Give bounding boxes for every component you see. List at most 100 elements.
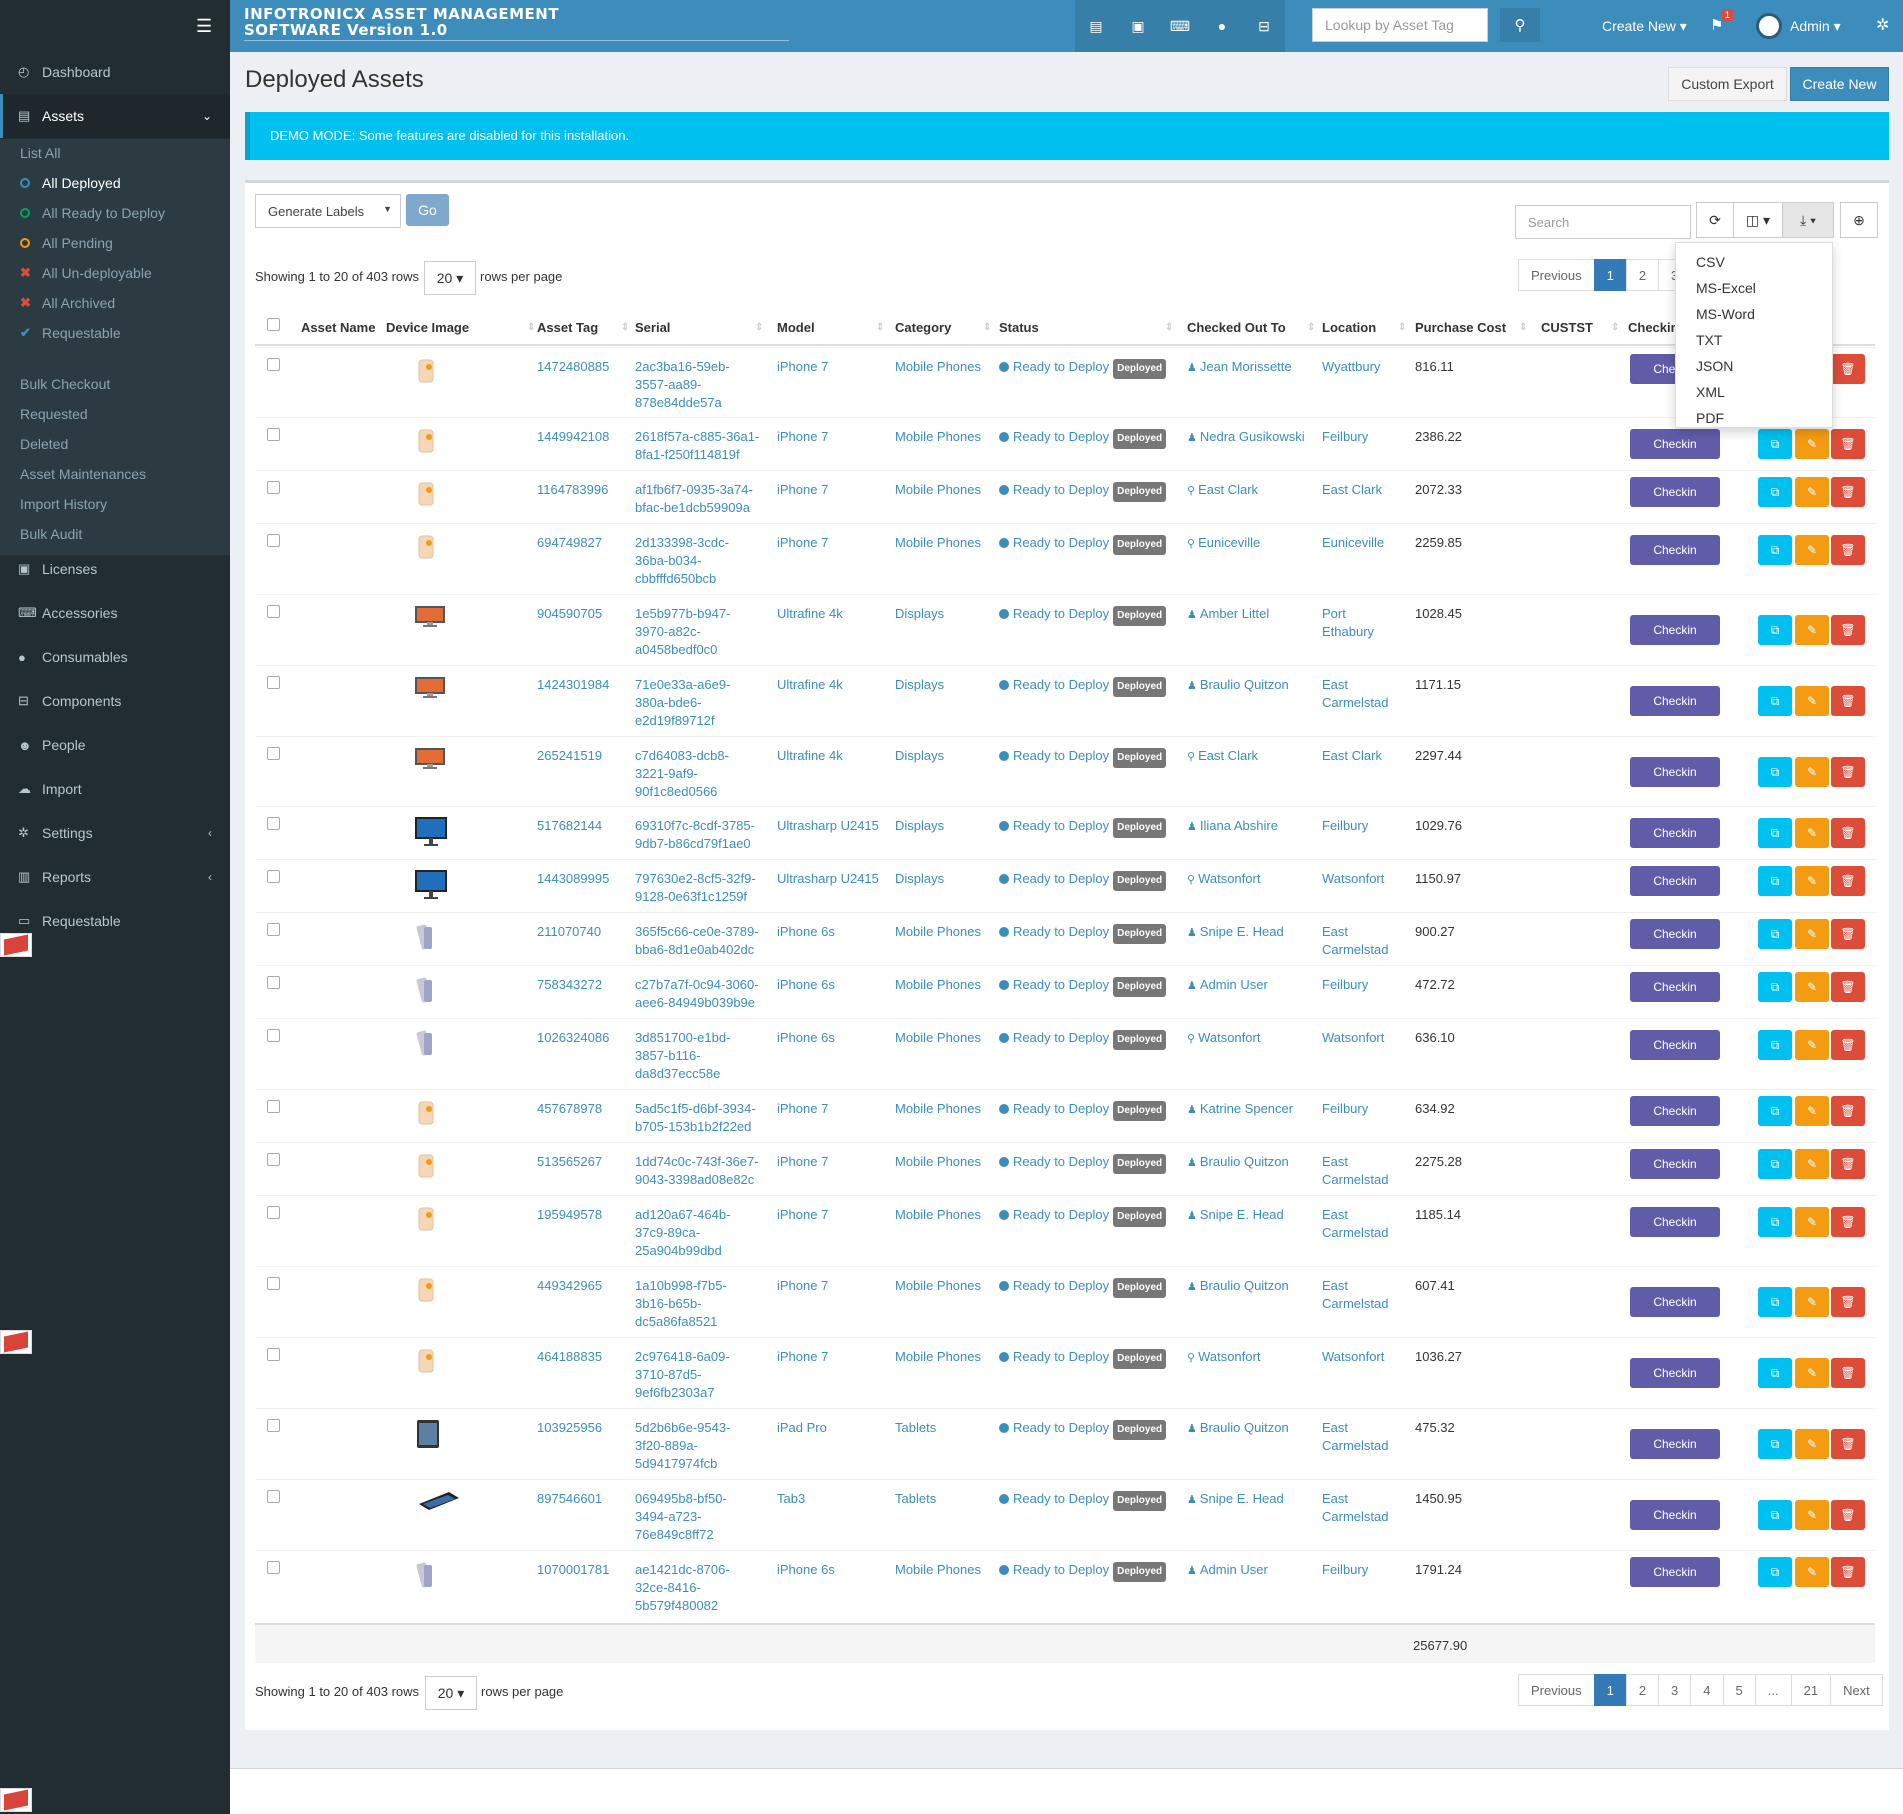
page-button[interactable]: 1 — [1593, 259, 1627, 291]
clone-icon[interactable]: ⧉ — [1758, 972, 1792, 1002]
sidebar-item-import[interactable]: ☁ Import — [0, 767, 230, 811]
location-link[interactable]: East Carmelstad — [1322, 1490, 1388, 1526]
model-link[interactable]: iPhone 6s — [777, 1562, 835, 1577]
clone-icon[interactable]: ⧉ — [1758, 615, 1792, 645]
edit-pencil-icon[interactable]: ✎ — [1795, 1149, 1829, 1179]
sidebar-item-accessories[interactable]: ⌨ Accessories — [0, 591, 230, 635]
model-link[interactable]: Tab3 — [777, 1491, 806, 1506]
refresh-icon[interactable]: ⟳ — [1696, 202, 1734, 238]
checked-out-to-link[interactable]: ♟ Nedra Gusikowski — [1187, 428, 1305, 447]
status-cell[interactable]: Ready to Deploy Deployed — [999, 976, 1167, 997]
model-link[interactable]: iPhone 6s — [777, 977, 835, 992]
category-link[interactable]: Mobile Phones — [895, 1101, 981, 1116]
serial-link[interactable]: 69310f7c-8cdf-3785- 9db7-b86cd79f1ae0 — [635, 817, 765, 853]
checked-out-to-link[interactable]: ♟ Snipe E. Head — [1187, 1206, 1284, 1225]
rows-per-page-select-bottom[interactable]: 20 ▾ — [425, 1676, 477, 1710]
device-image[interactable] — [415, 534, 437, 563]
row-checkbox[interactable] — [267, 870, 280, 883]
asset-tag-link[interactable]: 897546601 — [537, 1491, 603, 1506]
location-link[interactable]: East Carmelstad — [1322, 1153, 1388, 1189]
clone-icon[interactable]: ⧉ — [1758, 686, 1792, 716]
device-image[interactable] — [415, 747, 445, 772]
row-checkbox[interactable] — [267, 1100, 280, 1113]
column-header-purchase-cost[interactable]: Purchase Cost — [1415, 320, 1507, 335]
model-link[interactable]: iPhone 6s — [777, 1030, 835, 1045]
trash-icon[interactable]: 🗑 — [1831, 919, 1865, 949]
model-link[interactable]: iPhone 7 — [777, 535, 829, 550]
serial-link[interactable]: ad120a67-464b- 37c9-89ca- 25a904b99dbd — [635, 1206, 765, 1260]
next-page-button[interactable]: Next — [1830, 1674, 1883, 1706]
category-link[interactable]: Mobile Phones — [895, 1207, 981, 1222]
page-button[interactable]: 2 — [1625, 1674, 1660, 1706]
trash-icon[interactable]: 🗑 — [1831, 757, 1865, 787]
export-option-pdf[interactable]: PDF — [1696, 410, 1724, 426]
edit-pencil-icon[interactable]: ✎ — [1795, 1429, 1829, 1459]
checkin-button[interactable]: Checkin — [1630, 919, 1720, 949]
asset-tag-link[interactable]: 1026324086 — [537, 1030, 610, 1045]
checkin-button[interactable]: Checkin — [1630, 1207, 1720, 1237]
edit-pencil-icon[interactable]: ✎ — [1795, 1500, 1829, 1530]
device-image[interactable] — [415, 1277, 437, 1306]
checkin-button[interactable]: Checkin — [1630, 818, 1720, 848]
category-link[interactable]: Mobile Phones — [895, 429, 981, 444]
checked-out-to-link[interactable]: ⚲ Watsonfort — [1187, 1348, 1260, 1367]
previous-page-button[interactable]: Previous — [1518, 259, 1595, 291]
location-link[interactable]: East Clark — [1322, 747, 1382, 765]
asset-tag-link[interactable]: 517682144 — [537, 818, 603, 833]
page-button[interactable]: ... — [1754, 1674, 1792, 1706]
assets-icon[interactable]: ▤ — [1089, 17, 1103, 34]
device-image[interactable] — [415, 428, 437, 457]
category-link[interactable]: Mobile Phones — [895, 482, 981, 497]
clone-icon[interactable]: ⧉ — [1758, 1096, 1792, 1126]
column-header-checked-out-to[interactable]: Checked Out To — [1187, 320, 1286, 335]
model-link[interactable]: iPhone 7 — [777, 1278, 829, 1293]
column-header-category[interactable]: Category — [895, 320, 952, 335]
row-checkbox[interactable] — [267, 481, 280, 494]
column-header-asset-name[interactable]: Asset Name — [301, 320, 376, 335]
serial-link[interactable]: 365f5c66-ce0e-3789- bba6-8d1e0ab402dc — [635, 923, 765, 959]
table-search-input[interactable]: Search — [1515, 205, 1691, 239]
trash-icon[interactable]: 🗑 — [1831, 429, 1865, 459]
model-link[interactable]: iPhone 7 — [777, 359, 829, 374]
location-link[interactable]: East Carmelstad — [1322, 1419, 1388, 1455]
status-cell[interactable]: Ready to Deploy Deployed — [999, 534, 1167, 555]
export-download-icon[interactable]: ⤓ ▾ — [1782, 202, 1834, 238]
row-checkbox[interactable] — [267, 747, 280, 760]
custom-export-button[interactable]: Custom Export — [1668, 67, 1787, 101]
edit-pencil-icon[interactable]: ✎ — [1795, 535, 1829, 565]
edit-pencil-icon[interactable]: ✎ — [1795, 866, 1829, 896]
row-checkbox[interactable] — [267, 1348, 280, 1361]
edit-pencil-icon[interactable]: ✎ — [1795, 1358, 1829, 1388]
column-header-serial[interactable]: Serial — [635, 320, 671, 335]
trash-icon[interactable]: 🗑 — [1831, 1429, 1865, 1459]
row-checkbox[interactable] — [267, 428, 280, 441]
serial-link[interactable]: 2ac3ba16-59eb- 3557-aa89- 878e84dde57a — [635, 358, 765, 412]
row-checkbox[interactable] — [267, 976, 280, 989]
status-cell[interactable]: Ready to Deploy Deployed — [999, 481, 1167, 502]
model-link[interactable]: iPad Pro — [777, 1420, 827, 1435]
checked-out-to-link[interactable]: ⚲ Watsonfort — [1187, 1029, 1260, 1048]
device-image[interactable] — [415, 817, 447, 850]
category-link[interactable]: Mobile Phones — [895, 1154, 981, 1169]
checked-out-to-link[interactable]: ♟ Amber Littel — [1187, 605, 1269, 624]
location-link[interactable]: Feilbury — [1322, 428, 1368, 446]
location-link[interactable]: Feilbury — [1322, 817, 1368, 835]
asset-tag-link[interactable]: 904590705 — [537, 606, 603, 621]
sidebar-item-people[interactable]: ☻ People — [0, 723, 230, 767]
category-link[interactable]: Mobile Phones — [895, 1278, 981, 1293]
category-link[interactable]: Mobile Phones — [895, 924, 981, 939]
checked-out-to-link[interactable]: ♟ Admin User — [1187, 1561, 1268, 1580]
edit-pencil-icon[interactable]: ✎ — [1795, 477, 1829, 507]
device-image[interactable] — [415, 1419, 441, 1452]
submenu-item-import-history[interactable]: Import History — [20, 496, 107, 512]
status-cell[interactable]: Ready to Deploy Deployed — [999, 870, 1167, 891]
column-header-asset-tag[interactable]: Asset Tag — [537, 320, 599, 335]
clone-icon[interactable]: ⧉ — [1758, 1557, 1792, 1587]
checked-out-to-link[interactable]: ⚲ East Clark — [1187, 481, 1258, 500]
asset-tag-link[interactable]: 1472480885 — [537, 359, 610, 374]
model-link[interactable]: iPhone 7 — [777, 1101, 829, 1116]
device-image[interactable] — [415, 923, 437, 956]
column-header-location[interactable]: Location — [1322, 320, 1377, 335]
status-cell[interactable]: Ready to Deploy Deployed — [999, 1153, 1167, 1174]
category-link[interactable]: Mobile Phones — [895, 1562, 981, 1577]
